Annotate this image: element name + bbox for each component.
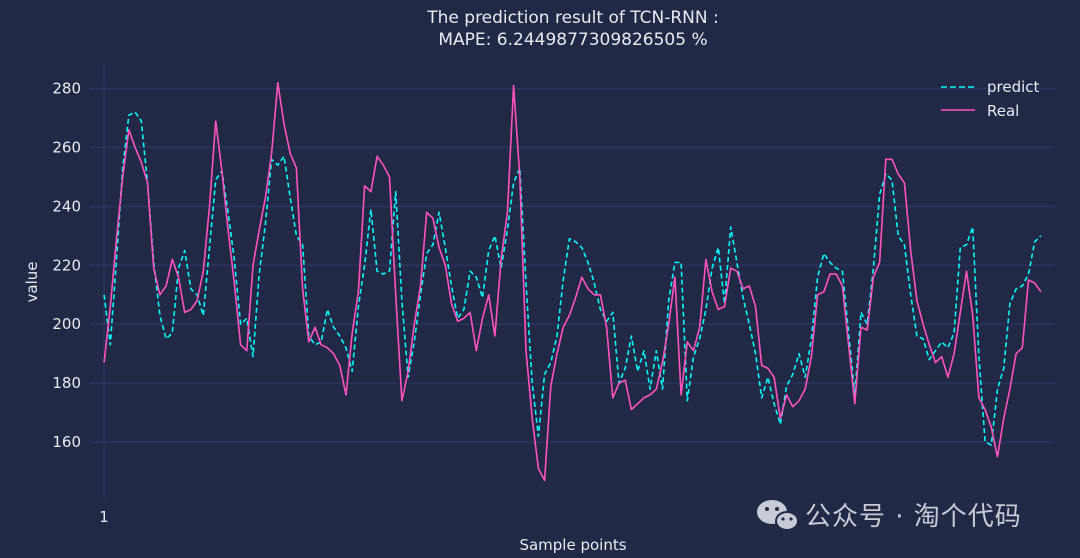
watermark: 公众号 · 淘个代码 bbox=[757, 500, 1022, 532]
y-axis-label: value bbox=[23, 262, 41, 303]
axes: 160 180 200 220 240 260 280 1 bbox=[52, 80, 108, 526]
legend-predict-label: predict bbox=[987, 78, 1040, 96]
x-axis-label: Sample points bbox=[519, 536, 626, 554]
wechat-icon bbox=[757, 500, 799, 531]
series-line-real bbox=[103, 81, 1042, 482]
y-tick-label: 220 bbox=[52, 256, 81, 274]
chart-title: The prediction result of TCN-RNN : bbox=[426, 8, 719, 28]
chart-subtitle: MAPE: 6.2449877309826505 % bbox=[438, 30, 707, 50]
y-tick-label: 280 bbox=[52, 80, 81, 98]
y-tick-label: 260 bbox=[52, 138, 81, 156]
y-tick-label: 240 bbox=[52, 197, 81, 215]
series-lines bbox=[103, 81, 1042, 482]
watermark-text: 公众号 · 淘个代码 bbox=[805, 502, 1022, 532]
y-tick-label: 180 bbox=[52, 374, 81, 392]
x-tick-label: 1 bbox=[99, 508, 109, 526]
legend: predict Real bbox=[941, 78, 1040, 120]
y-tick-label: 160 bbox=[52, 433, 81, 451]
legend-real-label: Real bbox=[987, 102, 1019, 120]
grid-lines bbox=[90, 65, 1055, 498]
y-tick-label: 200 bbox=[52, 315, 81, 333]
